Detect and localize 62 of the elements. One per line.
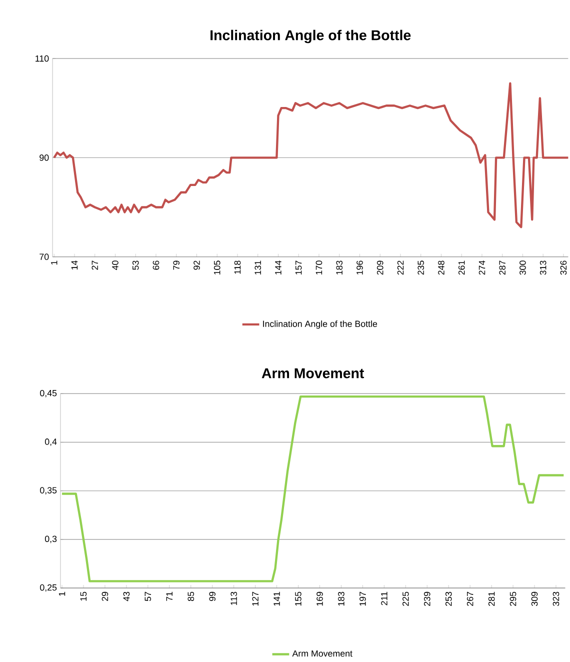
y-tick-label: 110 bbox=[36, 55, 49, 62]
x-tick-label: 53 bbox=[132, 260, 139, 270]
x-tick-label: 326 bbox=[560, 260, 567, 275]
x-tick-label: 253 bbox=[445, 592, 452, 606]
x-tick-label: 92 bbox=[194, 260, 200, 270]
x-tick-label: 196 bbox=[356, 260, 363, 274]
y-tick-label: 0,3 bbox=[45, 536, 57, 544]
x-tick-label: 27 bbox=[92, 260, 98, 270]
x-tick-label: 85 bbox=[188, 592, 194, 601]
x-tick-label: 155 bbox=[295, 592, 302, 606]
x-tick-label: 1 bbox=[59, 592, 66, 596]
x-tick-label: 66 bbox=[152, 260, 160, 270]
x-tick-label: 211 bbox=[381, 592, 388, 606]
y-tick-label: 0,25 bbox=[40, 584, 57, 592]
x-tick-label: 261 bbox=[458, 260, 465, 275]
x-tick-label: 222 bbox=[397, 260, 404, 275]
x-tick-label: 225 bbox=[402, 592, 409, 606]
x-tick-label: 127 bbox=[252, 592, 258, 606]
x-tick-label: 157 bbox=[296, 260, 302, 274]
y-tick-label: 90 bbox=[40, 154, 49, 161]
x-tick-label: 79 bbox=[173, 260, 180, 270]
x-tick-label: 144 bbox=[275, 260, 282, 274]
x-tick-label: 274 bbox=[478, 260, 486, 275]
x-tick-label: 29 bbox=[102, 592, 108, 601]
x-tick-label: 1 bbox=[51, 260, 58, 265]
chart-title: Arm Movement bbox=[262, 368, 364, 378]
x-tick-label: 71 bbox=[166, 592, 173, 601]
x-tick-label: 309 bbox=[531, 592, 538, 606]
y-tick-label: 0,4 bbox=[45, 438, 57, 446]
x-tick-label: 169 bbox=[316, 592, 323, 606]
x-tick-label: 131 bbox=[254, 260, 262, 274]
x-tick-label: 323 bbox=[552, 592, 560, 606]
x-tick-label: 57 bbox=[144, 592, 152, 602]
x-tick-label: 197 bbox=[360, 592, 366, 606]
chart-title: Inclination Angle of the Bottle bbox=[210, 30, 411, 44]
legend-label: Inclination Angle of the Bottle bbox=[263, 320, 378, 329]
x-tick-label: 248 bbox=[438, 260, 444, 275]
y-tick-label: 0,35 bbox=[40, 487, 57, 494]
x-tick-label: 235 bbox=[418, 260, 424, 275]
x-tick-label: 15 bbox=[80, 592, 87, 601]
legend-label: Arm Movement bbox=[292, 650, 352, 657]
x-tick-label: 239 bbox=[424, 592, 430, 606]
x-tick-label: 295 bbox=[510, 592, 516, 606]
x-tick-label: 113 bbox=[230, 592, 238, 605]
x-tick-label: 300 bbox=[520, 260, 526, 275]
x-tick-label: 209 bbox=[376, 260, 384, 275]
x-tick-label: 313 bbox=[540, 260, 546, 275]
x-tick-label: 141 bbox=[274, 592, 280, 606]
x-tick-label: 118 bbox=[234, 260, 241, 274]
x-tick-label: 183 bbox=[336, 260, 343, 274]
x-tick-label: 14 bbox=[71, 260, 78, 270]
x-tick-label: 105 bbox=[214, 260, 220, 274]
x-tick-label: 267 bbox=[466, 592, 474, 606]
y-tick-label: 0,45 bbox=[40, 390, 57, 398]
x-tick-label: 170 bbox=[316, 260, 322, 274]
x-tick-label: 40 bbox=[112, 260, 118, 270]
x-tick-label: 287 bbox=[499, 260, 506, 275]
x-tick-label: 43 bbox=[123, 592, 130, 602]
x-tick-label: 281 bbox=[488, 592, 495, 606]
x-tick-label: 99 bbox=[209, 592, 216, 601]
x-tick-label: 183 bbox=[338, 592, 344, 606]
y-tick-label: 70 bbox=[40, 254, 49, 260]
